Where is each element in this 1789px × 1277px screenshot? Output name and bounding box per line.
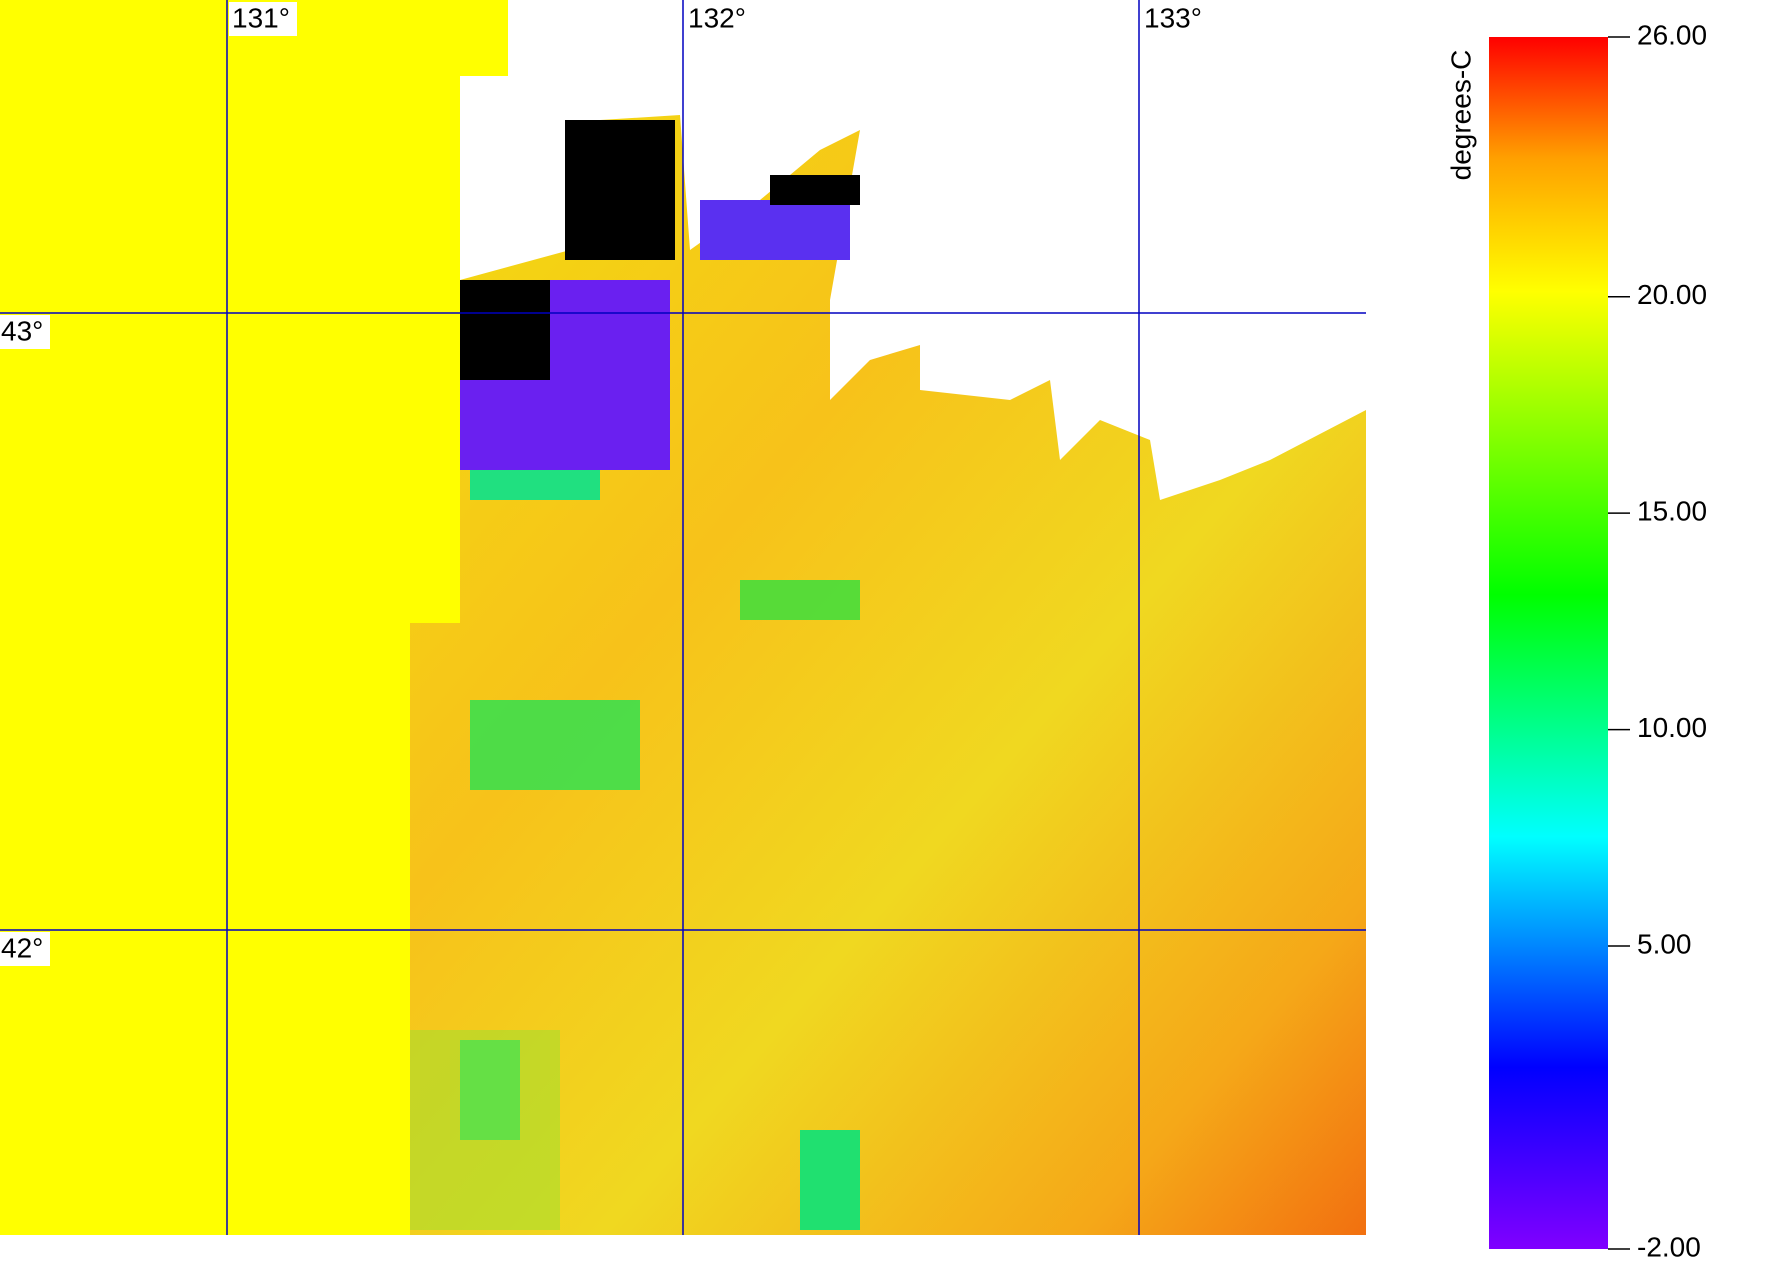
colorbar-tick-label: 10.00	[1637, 712, 1707, 743]
cool-streak	[800, 1130, 860, 1230]
label-box	[0, 315, 50, 349]
cool-streak	[740, 580, 860, 620]
label-box	[1141, 2, 1209, 36]
graticule: 131° 132° 133° 43° 42°	[0, 0, 1366, 1235]
cloud-mask	[460, 280, 550, 380]
colorbar-tick-label: 20.00	[1637, 279, 1707, 310]
colorbar-tick-label: 5.00	[1637, 928, 1692, 959]
colorbar-label: degrees-C	[1445, 50, 1476, 181]
colorbar-ticks: 26.00 20.00 15.00 10.00 5.00 -2.00	[1608, 19, 1707, 1262]
label-box	[0, 932, 50, 966]
lon-label: 133°	[1144, 2, 1202, 33]
cool-streak	[470, 700, 640, 790]
colorbar	[1489, 37, 1608, 1249]
cool-streak	[410, 1030, 560, 1230]
lon-label: 132°	[688, 2, 746, 33]
lat-label: 43°	[1, 315, 43, 346]
lat-label: 42°	[1, 932, 43, 963]
cloud-mask	[565, 120, 675, 260]
colorbar-tick-label: 26.00	[1637, 19, 1707, 50]
colorbar-tick-label: -2.00	[1637, 1231, 1701, 1262]
cloud-mask	[770, 175, 860, 205]
no-data-area	[0, 0, 508, 1235]
sst-field	[0, 0, 1366, 1235]
colorbar-tick-label: 15.00	[1637, 496, 1707, 527]
label-box	[685, 2, 753, 36]
cold-patch	[700, 200, 850, 260]
lon-label: 131°	[232, 2, 290, 33]
label-box	[229, 2, 297, 36]
cool-streak	[470, 470, 600, 500]
